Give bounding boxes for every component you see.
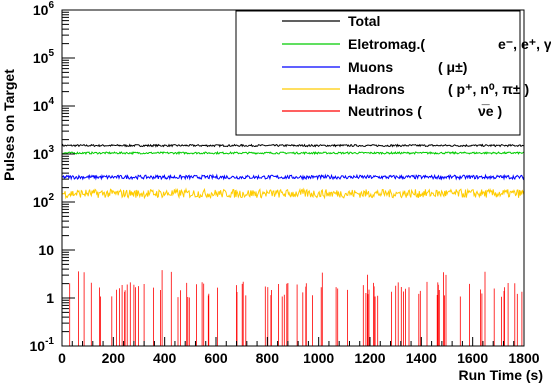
series-muons [61, 173, 525, 181]
legend-detail-em: e⁻, e⁺, γ) [498, 36, 551, 52]
plot-frame [61, 9, 525, 347]
x-tick-label: 1400 [406, 350, 437, 366]
tick-labels: 0 200 400 600 800 1000 1200 1400 1600 1800 10-1 1 10… [30, 0, 540, 366]
series-neutrinos-spikes [69, 270, 523, 346]
axis-ticks [61, 9, 525, 347]
x-tick-label: 800 [256, 350, 280, 366]
x-tick-label: 600 [204, 350, 228, 366]
x-tick-label: 0 [58, 350, 66, 366]
y-tick-label: 106 [33, 0, 55, 18]
y-tick-label: 105 [33, 48, 55, 66]
legend-box [235, 10, 521, 136]
y-tick-label: 10 [38, 242, 54, 258]
legend-detail-muons: ( μ±) [438, 59, 467, 75]
x-tick-label: 200 [102, 350, 126, 366]
series-total [61, 143, 525, 148]
y-tick-label: 104 [33, 96, 55, 114]
legend-label-em: Eletromag.( [348, 36, 425, 52]
series-layer [61, 143, 525, 346]
legend-label-muons: Muons [348, 59, 393, 75]
x-tick-label: 400 [153, 350, 177, 366]
x-tick-label: 1600 [457, 350, 488, 366]
y-tick-label: 10-1 [30, 336, 55, 354]
legend-label-total: Total [348, 13, 380, 29]
y-tick-label: 1 [46, 290, 54, 306]
y-tick-label: 102 [33, 192, 55, 210]
legend-detail-hadrons: ( p⁺, n⁰, π± ) [448, 81, 529, 97]
y-tick-label: 103 [33, 144, 55, 162]
series-neutrinos [69, 270, 523, 346]
x-tick-label: 1000 [303, 350, 334, 366]
x-tick-label: 1800 [508, 350, 539, 366]
series-em [61, 150, 525, 156]
legend: Total Eletromag.( e⁻, e⁺, γ) Muons ( μ±) Hadr… [235, 10, 551, 136]
legend-label-hadrons: Hadrons [348, 81, 405, 97]
legend-detail-neutrinos: ν̅e ) [478, 103, 502, 119]
x-tick-label: 1200 [354, 350, 385, 366]
legend-label-neutrinos: Neutrinos ( [348, 103, 422, 119]
y-axis-title: Pulses on Target [1, 69, 17, 181]
ticks-layer [61, 9, 525, 347]
series-hadrons [61, 187, 525, 200]
x-axis-title: Run Time (s) [458, 367, 543, 383]
